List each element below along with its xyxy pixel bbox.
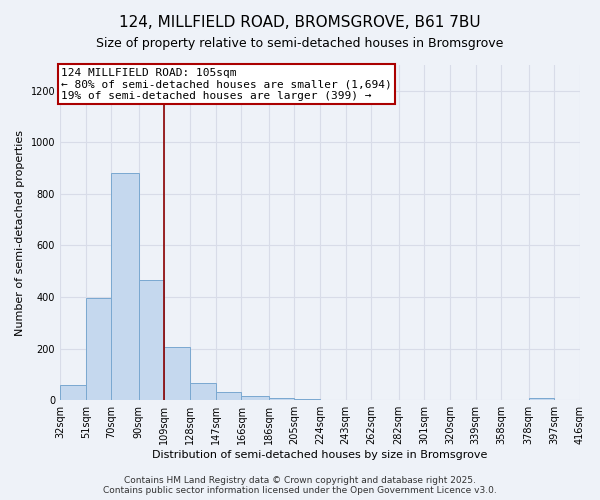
Bar xyxy=(241,396,269,400)
Y-axis label: Number of semi-detached properties: Number of semi-detached properties xyxy=(15,130,25,336)
Bar xyxy=(86,298,112,400)
Text: 124, MILLFIELD ROAD, BROMSGROVE, B61 7BU: 124, MILLFIELD ROAD, BROMSGROVE, B61 7BU xyxy=(119,15,481,30)
X-axis label: Distribution of semi-detached houses by size in Bromsgrove: Distribution of semi-detached houses by … xyxy=(152,450,488,460)
Bar xyxy=(139,280,164,400)
Text: 124 MILLFIELD ROAD: 105sqm
← 80% of semi-detached houses are smaller (1,694)
19%: 124 MILLFIELD ROAD: 105sqm ← 80% of semi… xyxy=(61,68,392,101)
Bar xyxy=(294,399,320,400)
Bar xyxy=(216,392,241,400)
Text: Contains HM Land Registry data © Crown copyright and database right 2025.
Contai: Contains HM Land Registry data © Crown c… xyxy=(103,476,497,495)
Bar xyxy=(190,384,216,400)
Bar xyxy=(529,398,554,400)
Bar xyxy=(269,398,294,400)
Bar xyxy=(112,174,139,400)
Bar xyxy=(164,348,190,400)
Text: Size of property relative to semi-detached houses in Bromsgrove: Size of property relative to semi-detach… xyxy=(97,38,503,51)
Bar xyxy=(60,384,86,400)
